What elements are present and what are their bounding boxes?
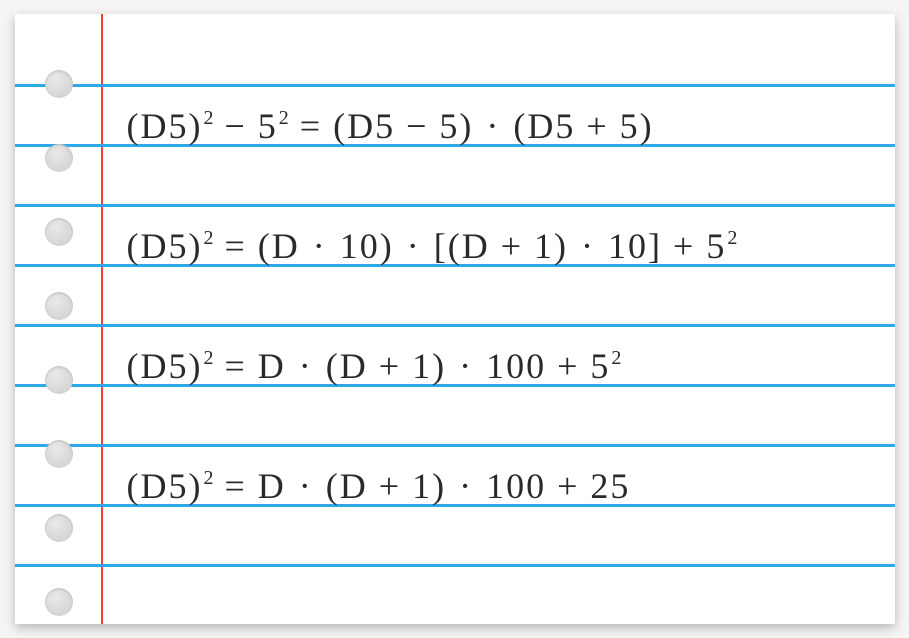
punch-hole — [45, 218, 73, 246]
equation-superscript: 2 — [611, 347, 621, 369]
margin-line — [101, 14, 103, 624]
equation-line-3: (D5)2 = D · (D + 1) · 100 + 52 — [127, 348, 622, 384]
punch-hole — [45, 144, 73, 172]
equation-text: 100 + 25 — [475, 466, 630, 506]
equation-text: (D5) — [127, 106, 203, 146]
multiplication-dot: · — [297, 466, 315, 506]
punch-hole — [45, 588, 73, 616]
multiplication-dot: · — [579, 226, 597, 266]
equation-text: = D — [213, 346, 296, 386]
horizontal-rule — [15, 84, 895, 87]
equation-line-1: (D5)2 − 52 = (D5 − 5) · (D5 + 5) — [127, 108, 654, 144]
equation-text: = (D5 − 5) — [289, 106, 485, 146]
equation-text: (D + 1) — [315, 466, 457, 506]
equation-superscript: 2 — [203, 107, 213, 129]
equation-text: (D5) — [127, 466, 203, 506]
punch-hole — [45, 366, 73, 394]
equation-superscript: 2 — [727, 227, 737, 249]
horizontal-rule — [15, 324, 895, 327]
equation-text: 10) — [329, 226, 405, 266]
multiplication-dot: · — [405, 226, 423, 266]
multiplication-dot: · — [484, 106, 502, 146]
equation-text: 100 + 5 — [475, 346, 610, 386]
equation-text: (D + 1) — [315, 346, 457, 386]
equation-text: [(D + 1) — [423, 226, 579, 266]
equation-superscript: 2 — [279, 107, 289, 129]
equation-superscript: 2 — [203, 227, 213, 249]
punch-hole — [45, 70, 73, 98]
notebook-paper: (D5)2 − 52 = (D5 − 5) · (D5 + 5)(D5)2 = … — [15, 14, 895, 624]
multiplication-dot: · — [311, 226, 329, 266]
horizontal-rule — [15, 444, 895, 447]
equation-superscript: 2 — [203, 467, 213, 489]
equation-text: − 5 — [213, 106, 277, 146]
horizontal-rule — [15, 564, 895, 567]
punch-hole — [45, 514, 73, 542]
multiplication-dot: · — [297, 346, 315, 386]
multiplication-dot: · — [457, 346, 475, 386]
equation-text: (D5 + 5) — [502, 106, 653, 146]
equation-text: (D5) — [127, 226, 203, 266]
equation-text: = (D — [213, 226, 310, 266]
equation-text: (D5) — [127, 346, 203, 386]
equation-line-2: (D5)2 = (D · 10) · [(D + 1) · 10] + 52 — [127, 228, 738, 264]
multiplication-dot: · — [457, 466, 475, 506]
punch-hole — [45, 440, 73, 468]
equation-superscript: 2 — [203, 347, 213, 369]
equation-text: 10] + 5 — [597, 226, 726, 266]
equation-line-4: (D5)2 = D · (D + 1) · 100 + 25 — [127, 468, 631, 504]
horizontal-rule — [15, 204, 895, 207]
equation-text: = D — [213, 466, 296, 506]
punch-hole — [45, 292, 73, 320]
